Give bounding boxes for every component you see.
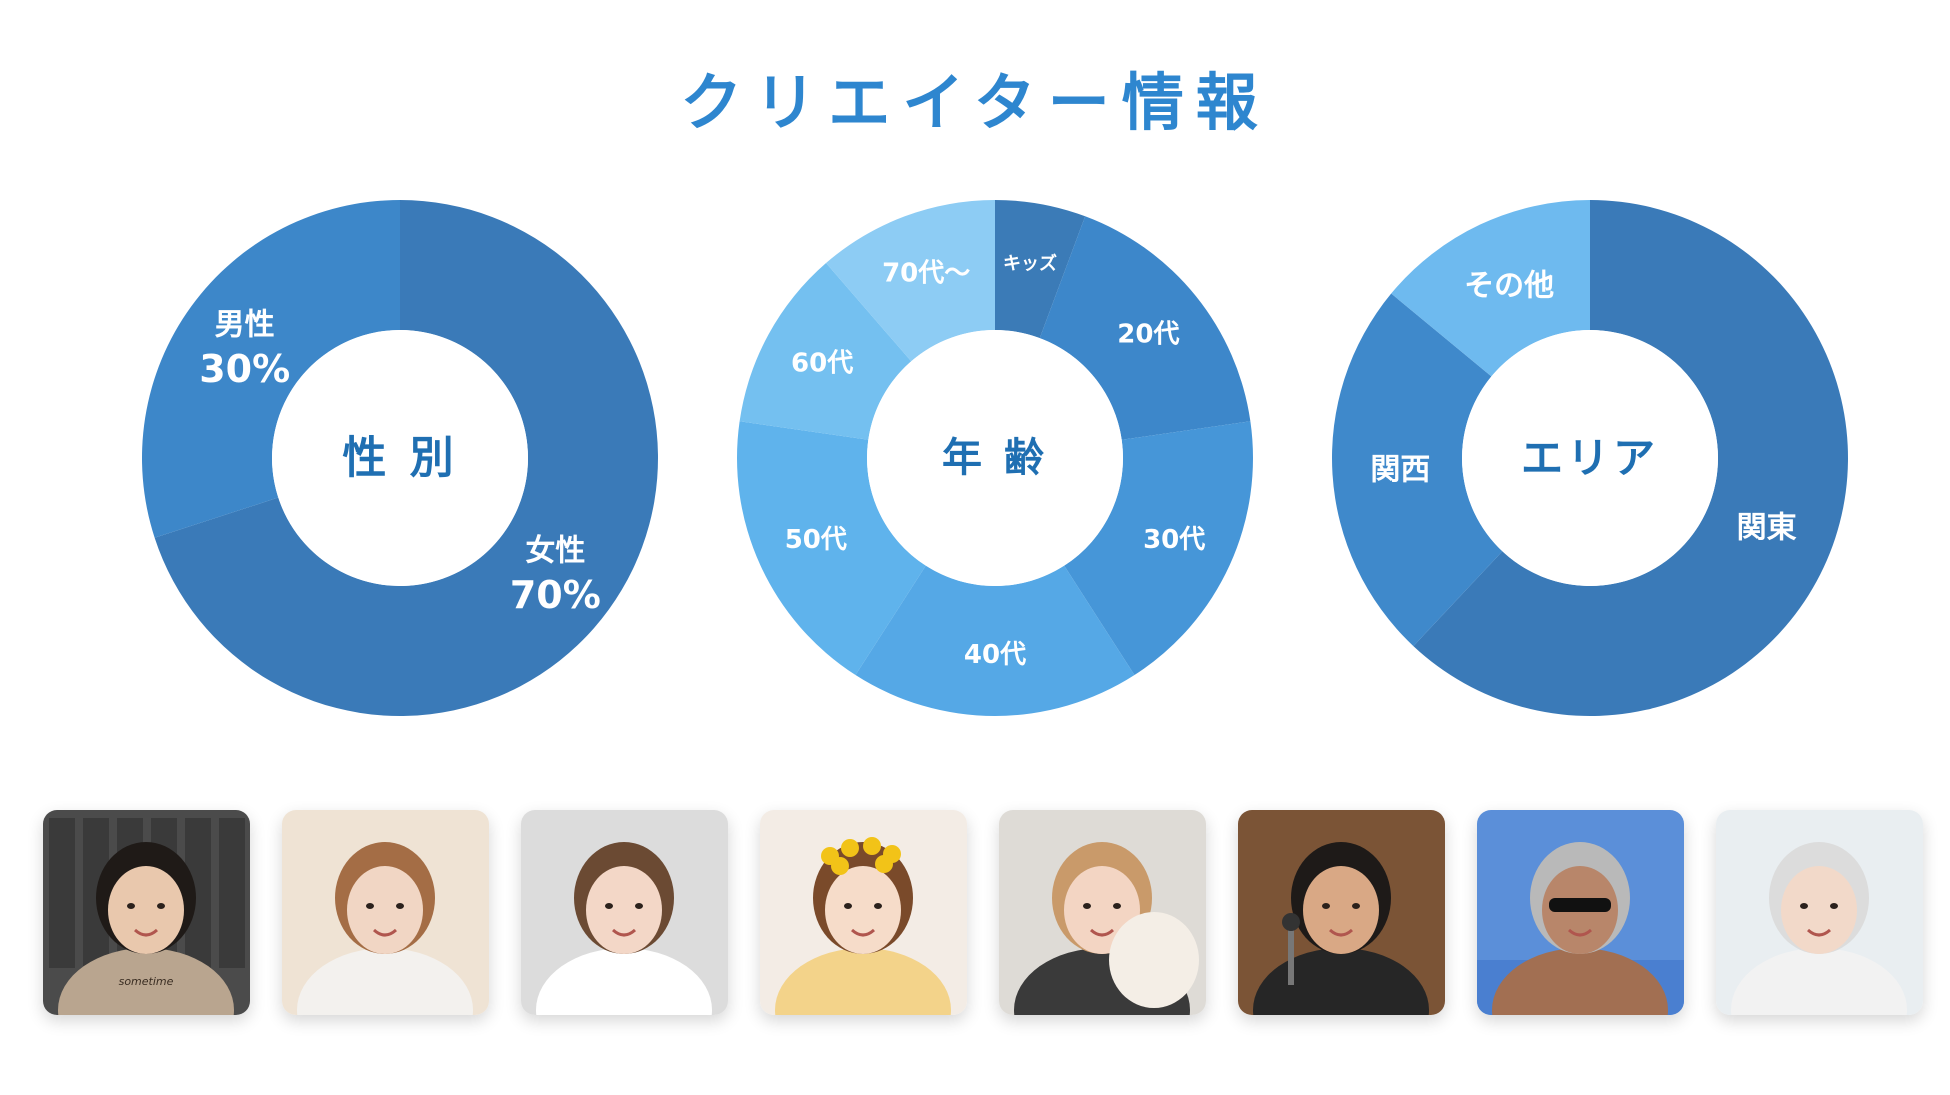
slice-label-1-0: キッズ (1003, 253, 1057, 275)
slice-2-0 (1413, 200, 1848, 716)
slice-label-1-2: 30代 (1143, 525, 1205, 555)
slice-label-2-1: 関西 (1370, 452, 1430, 487)
slice-label-2-0: 関東 (1737, 510, 1797, 545)
slice-1-4 (737, 421, 926, 676)
slice-percent-0-0: 70% (510, 573, 601, 617)
creator-photo-woman-white-jacket (521, 810, 728, 1015)
creator-photo-man-shirtless-sky (1477, 810, 1684, 1015)
center-label-1: 年 齢 (942, 435, 1048, 481)
slice-1-1 (1039, 216, 1251, 440)
slice-1-0 (995, 200, 1086, 339)
creator-photo-baby-flowers (760, 810, 967, 1015)
slice-label-1-4: 50代 (785, 525, 847, 555)
slice-label-1-3: 40代 (964, 640, 1026, 670)
slice-1-6 (826, 200, 995, 362)
creator-photo-woman-with-dog (999, 810, 1206, 1015)
slice-label-1-1: 20代 (1117, 319, 1179, 349)
slice-2-2 (1391, 200, 1590, 377)
donut-hole (272, 330, 528, 586)
donut-hole (867, 330, 1123, 586)
slice-2-1 (1332, 293, 1503, 647)
slice-label-0-1: 男性 (215, 308, 275, 343)
slice-percent-0-1: 30% (199, 347, 290, 391)
age-donut-svg: キッズ 20代 30代 40代 50代 60代 70代〜年 齢 (737, 200, 1253, 716)
slice-1-2 (1064, 421, 1253, 676)
slice-1-5 (739, 263, 912, 440)
shirt-print-text: sometime (119, 975, 174, 988)
creator-photo-woman-long-hair (282, 810, 489, 1015)
creator-photo-strip: sometime (43, 810, 1923, 1015)
slice-label-0-0: 女性 (525, 533, 585, 568)
slice-0-0 (154, 200, 658, 717)
creator-photo-man-guitar-mic (1238, 810, 1445, 1015)
slice-label-1-6: 70代〜 (882, 258, 970, 288)
gender-donut-chart: 女性 70% 男性 30% 性 別 (140, 198, 660, 718)
age-donut-chart: キッズ 20代 30代 40代 50代 60代 70代〜年 齢 (735, 198, 1255, 718)
center-label-2: エリア (1521, 434, 1659, 483)
center-label-0: 性 別 (342, 433, 457, 484)
creator-photo-girl-bookshelf: sometime (43, 810, 250, 1015)
gender-donut-svg: 女性 70% 男性 30% 性 別 (142, 200, 658, 717)
slice-label-1-5: 60代 (791, 349, 853, 379)
slice-0-1 (142, 200, 401, 538)
donut-hole (1462, 330, 1718, 586)
slice-1-3 (855, 565, 1135, 716)
area-donut-chart: 関東 関西 その他エリア (1330, 198, 1850, 718)
slice-label-2-2: その他 (1464, 269, 1554, 304)
creator-photo-woman-silver-hair (1716, 810, 1923, 1015)
page-title: クリエイター情報 (680, 66, 1270, 139)
